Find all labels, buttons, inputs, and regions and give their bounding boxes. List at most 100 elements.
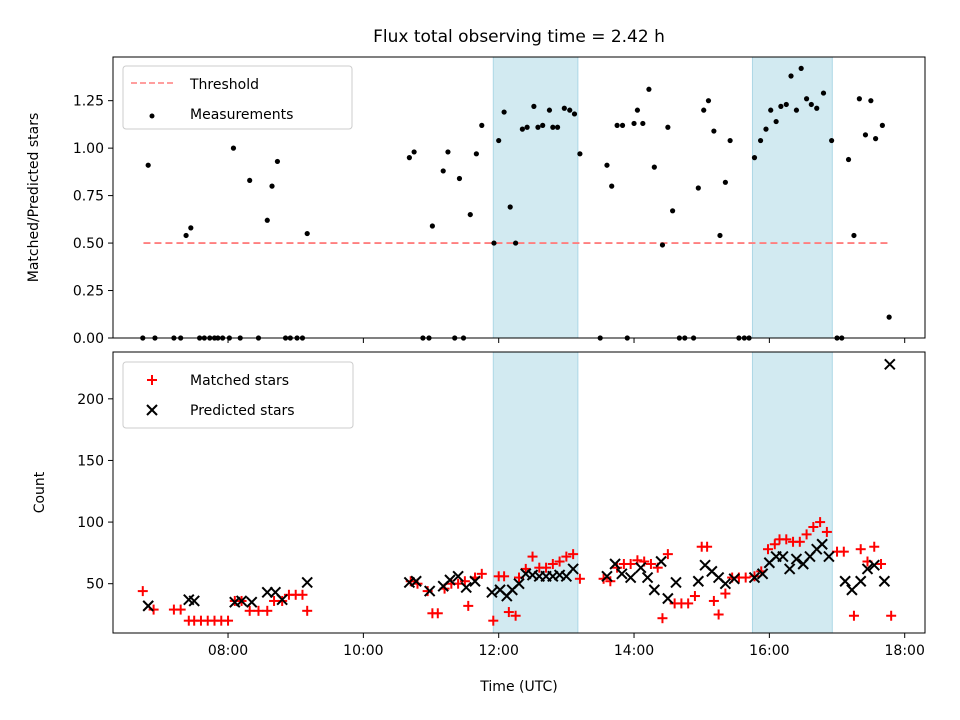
measurement-point [670,208,676,214]
measurement-point [274,158,281,165]
predicted-star-point [635,561,647,574]
predicted-star-point [728,573,740,585]
matched-star-point [541,562,552,573]
matched-star-point [876,558,887,569]
measurement-point [496,137,502,144]
measurement-point [561,105,567,111]
legend-predicted-swatch [146,404,158,416]
measurement-point [868,98,874,104]
predicted-star-point [756,568,769,580]
measurement-point [535,124,541,130]
measurement-point [304,230,310,237]
shaded-interval-1 [492,56,579,339]
matched-star-point [605,576,616,587]
predicted-star-point [855,575,867,587]
measurement-point [829,137,835,144]
matched-star-point [510,610,521,621]
matched-star-point [554,556,565,567]
x-tick-label: 14:00 [614,643,654,659]
predicted-star-point [567,563,579,575]
measurement-point [411,149,417,155]
measurement-point [763,126,769,132]
matched-star-point [463,600,474,611]
bottom-axes-frame [112,351,926,634]
measurement-point [873,136,879,142]
predicted-star-point [276,594,288,606]
legend-measurements-swatch [149,113,155,119]
predicted-star-point [816,538,828,550]
measurement-point [269,183,275,189]
y-tick-label: 0.50 [73,236,104,252]
measurement-point [783,101,789,108]
bottom-y-axis-label: Count [32,471,48,513]
matched-star-point [769,539,780,550]
matched-star-point [499,571,510,582]
predicted-star-point [301,576,313,589]
measurement-point [820,90,827,96]
top-x-ticks [227,338,906,343]
predicted-star-point [655,555,667,568]
legend-predicted-marker [146,404,158,416]
measurement-point [445,149,451,155]
predicted-star-point [823,550,835,563]
matched-star-point [848,610,859,621]
predicted-star-point [719,577,732,590]
y-tick-label: 200 [77,392,104,408]
measurement-point [862,132,869,138]
matched-star-point [459,576,470,587]
measurement-point [604,162,610,168]
predicted-star-point [884,358,896,371]
measurement-point [711,128,717,134]
measurement-point [501,109,507,115]
predicted-star-point [423,585,436,597]
y-tick-label: 0.75 [73,189,104,205]
measurement-point [803,96,810,102]
measurement-point [646,86,652,92]
measurement-point [571,111,578,117]
measurement-point [856,96,862,102]
measurement-point [727,137,733,144]
matched-star-point [662,549,673,560]
measurement-point [705,98,712,104]
bottom-legend: Matched stars Predicted stars [122,361,354,429]
predicted-star-point [616,568,628,580]
measurement-point [429,223,435,229]
matched-star-point [488,615,499,626]
predicted-star-point [692,575,705,587]
y-tick-label: 0.00 [73,331,104,347]
matched-star-point [262,605,273,616]
y-tick-label: 150 [77,453,104,469]
matched-star-point [855,544,866,555]
predicted-star-point [641,571,654,584]
measurement-point [540,122,546,128]
predicted-star-point [469,575,481,587]
measurement-point [491,240,497,246]
matched-star-point [520,563,531,574]
measurement-point [550,124,556,130]
matched-star-point [612,562,623,573]
matched-star-point [137,586,148,597]
measurement-point [145,162,151,168]
matched-star-point [815,517,826,528]
measurement-point [879,122,885,128]
matched-star-point [527,551,538,562]
predicted-star-point [648,584,661,596]
bottom-y-ticks: 50 100 150 200 [77,392,113,593]
predicted-star-point [609,558,621,570]
measurement-point [886,314,892,320]
predicted-star-point [839,575,851,587]
measurement-point [513,240,519,246]
matched-star-point [708,595,719,606]
predicted-star-point [878,575,891,587]
predicted-star-point [624,571,637,584]
measurement-point [717,232,723,239]
measurement-point [814,105,820,111]
measurement-point [609,183,615,189]
matched-star-point [297,589,308,600]
measurement-point [264,217,270,223]
top-y-axis-label: Matched/Predicted stars [26,113,42,283]
measurement-point [631,120,637,127]
matched-star-point [838,546,849,557]
matched-star-point [253,605,264,616]
top-y-ticks: 0.00 0.25 0.50 0.75 1.00 1.25 [73,94,113,347]
